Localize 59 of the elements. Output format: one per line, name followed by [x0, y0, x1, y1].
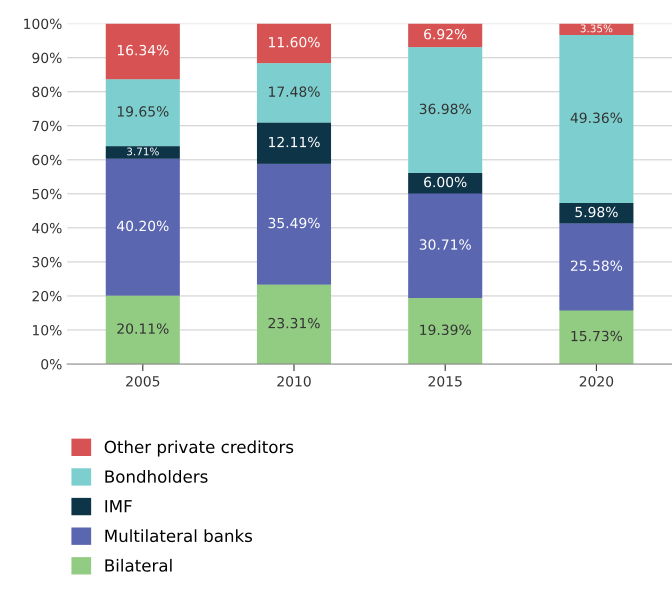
data-label: 30.71% [420, 239, 471, 250]
data-label: 6.92% [424, 28, 466, 40]
data-label: 19.65% [118, 106, 169, 117]
data-label: 12.11% [269, 136, 320, 148]
data-label: 6.00% [424, 176, 466, 188]
y-tick-label: 40% [32, 222, 62, 234]
bar [408, 24, 482, 48]
data-label: 40.20% [117, 220, 169, 232]
bar [256, 63, 332, 123]
data-label: 11.60% [269, 36, 320, 48]
y-tick-label: 20% [32, 290, 62, 302]
data-label: 49.36% [570, 112, 622, 124]
data-label: 3.35% [580, 24, 612, 32]
legend-label: Other private creditors [104, 440, 294, 456]
x-tick-label: 2015 [428, 376, 462, 387]
bar [256, 24, 332, 64]
data-label: 20.11% [117, 323, 169, 334]
data-label: 36.98% [420, 104, 471, 114]
data-label: 35.49% [268, 218, 320, 228]
bar [559, 35, 634, 204]
bar [106, 24, 180, 80]
x-tick-label: 2010 [277, 376, 311, 387]
bar [256, 164, 332, 285]
bar [106, 296, 180, 364]
bar [106, 146, 180, 159]
bar [559, 310, 634, 364]
data-label: 15.73% [571, 330, 622, 342]
y-tick-label: 80% [32, 86, 62, 98]
legend-label: IMF [105, 500, 132, 512]
y-tick-label: 10% [32, 324, 62, 336]
y-tick-label: 60% [32, 154, 62, 166]
legend-label: Bondholders [105, 470, 208, 483]
data-label: 5.98% [575, 206, 618, 218]
bar [559, 203, 634, 224]
data-label: 25.58% [570, 260, 622, 271]
y-tick-label: 0% [41, 359, 62, 370]
bar [408, 298, 482, 364]
bar [106, 79, 180, 146]
y-tick-label: 50% [32, 188, 62, 200]
bar [256, 122, 332, 164]
data-label: 19.39% [420, 324, 471, 336]
y-tick-label: 90% [32, 52, 62, 64]
x-tick-label: 2005 [126, 376, 160, 387]
legend-label: Multilateral banks [105, 529, 252, 542]
y-tick-label: 30% [32, 256, 62, 268]
bar [408, 193, 482, 298]
bar [106, 158, 180, 296]
legend-label: Bilateral [105, 558, 172, 572]
bar [408, 173, 482, 194]
y-tick-label: 70% [32, 120, 62, 132]
bar [408, 47, 482, 174]
x-tick-label: 2020 [580, 376, 614, 387]
data-label: 3.71% [127, 148, 159, 156]
bar [256, 284, 332, 364]
data-label: 23.31% [268, 318, 320, 328]
y-tick-label: 100% [24, 18, 62, 30]
data-label: 17.48% [269, 86, 320, 97]
data-label: 16.34% [118, 44, 169, 56]
bar [559, 223, 634, 310]
